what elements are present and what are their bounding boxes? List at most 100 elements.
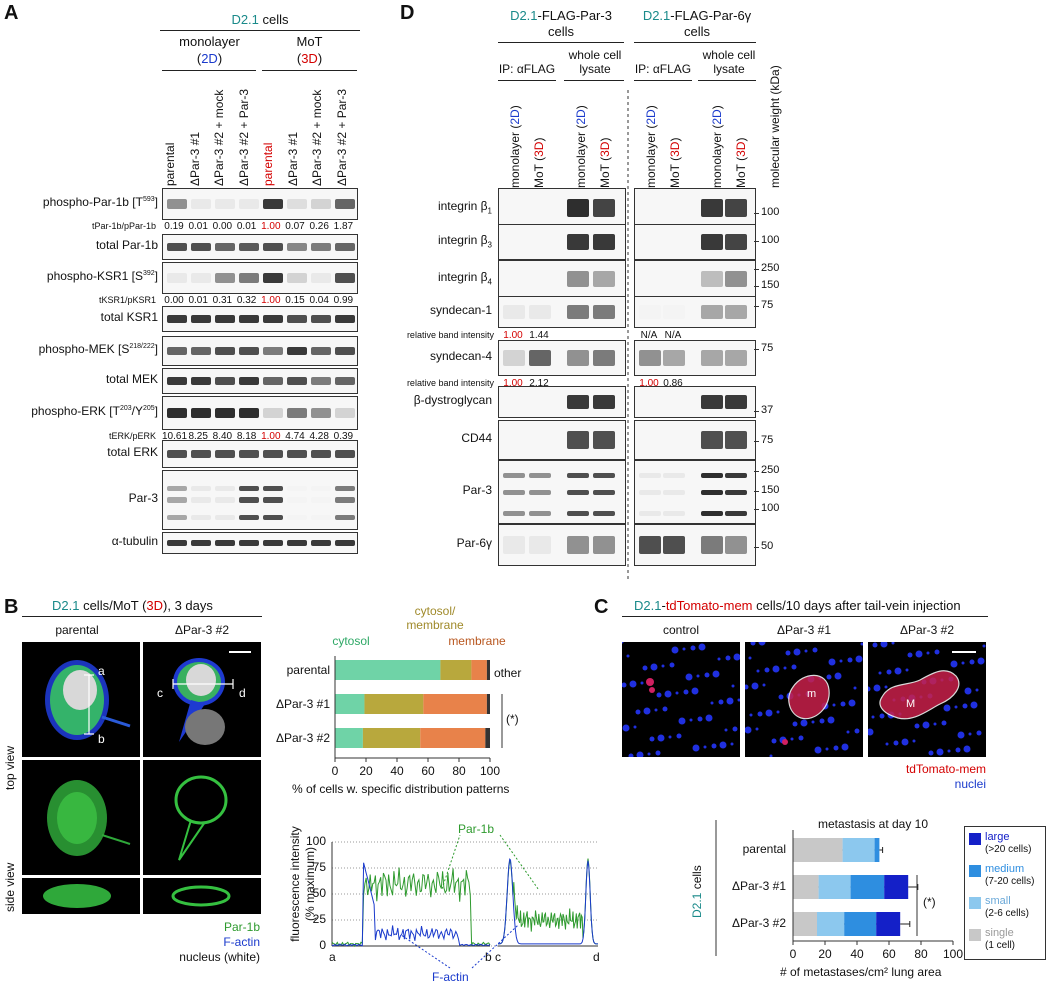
blot-band [287, 315, 307, 323]
micro-lung-control [622, 642, 740, 757]
blot-band [529, 510, 551, 516]
nucleus-dot [846, 730, 850, 734]
blot-band [529, 473, 551, 479]
blot-row-label: phospho-MEK [S218/222] [38, 342, 158, 356]
nucleus-dot [771, 738, 777, 744]
ratio-value: 8.25 [188, 431, 208, 442]
c-category: parental [742, 842, 786, 856]
nucleus-dot [725, 655, 731, 661]
blot-band [567, 199, 589, 217]
blot-strip-left [498, 460, 626, 524]
b1-tick-label: 80 [452, 764, 466, 778]
intensity-value: 1.44 [529, 330, 549, 341]
blot-band [639, 536, 661, 554]
blot-band [311, 199, 331, 209]
blot-strip-left [498, 188, 626, 228]
mw-marker: 75 [761, 434, 774, 446]
d-wcl-left: whole cell lysate [568, 48, 622, 76]
blot-band [167, 497, 187, 503]
blot-band [725, 270, 747, 288]
b2-series-label-factin: F-actin [432, 970, 469, 984]
c-chart-title: metastasis at day 10 [817, 817, 929, 831]
blot-band [725, 350, 747, 366]
nucleus-dot [982, 644, 986, 648]
nucleus-dot [783, 666, 787, 670]
blot-band [239, 539, 259, 547]
c-bar-0 [793, 838, 843, 862]
blot-band [167, 273, 187, 283]
blot-strip [162, 396, 358, 430]
nucleus-dot [853, 686, 857, 690]
nucleus-dot [626, 654, 630, 658]
c-micro-legend: tdTomato-mem nuclei [880, 762, 986, 792]
blot-strip [162, 470, 358, 530]
b2-ytick: 50 [312, 886, 326, 900]
blot-strip [162, 234, 358, 260]
blot-row-label: phospho-Par-1b [T593] [42, 195, 158, 209]
blot-band [725, 536, 747, 554]
nucleus-dot [879, 713, 885, 719]
nucleus-dot [675, 691, 679, 695]
b2-ytick: 75 [312, 860, 326, 874]
nucleus-dot [718, 699, 724, 705]
nucleus-dot [685, 673, 693, 681]
nucleus-dot [749, 713, 753, 717]
nucleus-dot [737, 698, 740, 702]
mw-tick [754, 213, 759, 214]
blot-band [167, 407, 187, 419]
group-rule-2d [162, 70, 256, 71]
nucleus-dot [793, 648, 801, 656]
b1-xlabel: % of cells w. specific distribution patt… [292, 782, 510, 796]
blot-strip-right [634, 296, 756, 328]
blot-band [311, 243, 331, 251]
nucleus-dot [654, 708, 658, 712]
blot-band [567, 395, 589, 409]
blot-band [335, 199, 355, 209]
nucleus-dot [650, 663, 658, 671]
nucleus-dot [676, 733, 682, 739]
c-legend-swatch [969, 865, 981, 877]
b2-trace-factin-right [498, 858, 598, 945]
blot-band [701, 536, 723, 554]
blot-band [191, 514, 211, 520]
legend-tdtomato: tdTomato-mem [905, 762, 986, 776]
b-col-dpar3: ΔPar-3 #2 [174, 623, 230, 637]
blot-band [725, 510, 747, 516]
nucleus-dot [825, 747, 829, 751]
c-title-rule [622, 616, 988, 617]
c-bar-3 [876, 912, 901, 936]
nucleus-dot [957, 731, 965, 739]
c-legend-sub: (1 cell) [985, 940, 1016, 951]
blot-band [503, 350, 525, 366]
tdtomato-cell [646, 678, 654, 686]
blot-band [593, 536, 615, 554]
mw-marker: 75 [761, 299, 774, 311]
b1-bar-3 [486, 660, 490, 680]
nucleus-dot [785, 650, 791, 656]
blot-band [335, 346, 355, 356]
blot-strip-right [634, 420, 756, 460]
ratio-value: 0.01 [188, 221, 208, 232]
blot-band [311, 497, 331, 503]
c-tick-label: 60 [882, 947, 896, 961]
blot-strip-left [498, 296, 626, 328]
blot-band [263, 449, 283, 459]
nucleus-dot [669, 662, 675, 668]
c-bar-1 [817, 912, 845, 936]
nucleus-dot [649, 736, 655, 742]
blot-band [287, 514, 307, 520]
blot-band [701, 489, 723, 495]
nucleus-dot [833, 745, 839, 751]
blot-strip-right [634, 386, 756, 418]
blot-strip [162, 306, 358, 332]
c-legend-sub: (2-6 cells) [985, 908, 1029, 919]
d-rule-wcl-left [564, 80, 624, 81]
nucleus-dot [682, 647, 686, 651]
ratio-label: tPar-1b/pPar-1b [91, 221, 156, 231]
nucleus-dot [839, 659, 843, 663]
mw-tick [754, 349, 759, 350]
blot-band [215, 449, 235, 459]
intensity-value: 1.00 [639, 378, 659, 389]
d-rule-ip-right [634, 80, 692, 81]
c-legend-swatch [969, 833, 981, 845]
